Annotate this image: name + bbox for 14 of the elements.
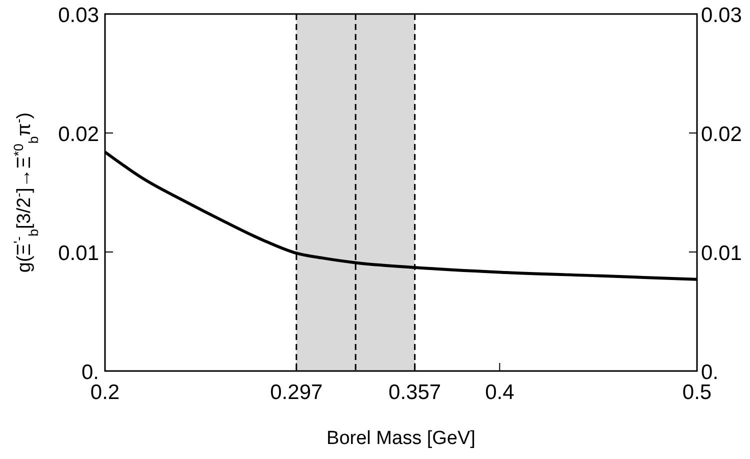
x-tick-label: 0.2 (90, 381, 120, 404)
x-tick-label: 0.357 (388, 381, 442, 404)
y2-tick-label: 0.02 (701, 123, 742, 146)
y-tick-label: 0.01 (58, 242, 99, 265)
y-tick-label: 0. (81, 361, 99, 384)
y-tick-label: 0.03 (58, 4, 99, 27)
y2-tick-label: 0.03 (701, 4, 742, 27)
y2-tick-label: 0.01 (701, 242, 742, 265)
x-tick-label: 0.4 (485, 381, 515, 404)
x-tick-label: 0.5 (682, 381, 712, 404)
y2-tick-label: 0. (701, 361, 719, 384)
x-tick-label: 0.297 (270, 381, 323, 404)
x-axis-title: Borel Mass [GeV] (326, 428, 476, 449)
y-tick-label: 0.02 (58, 123, 99, 146)
